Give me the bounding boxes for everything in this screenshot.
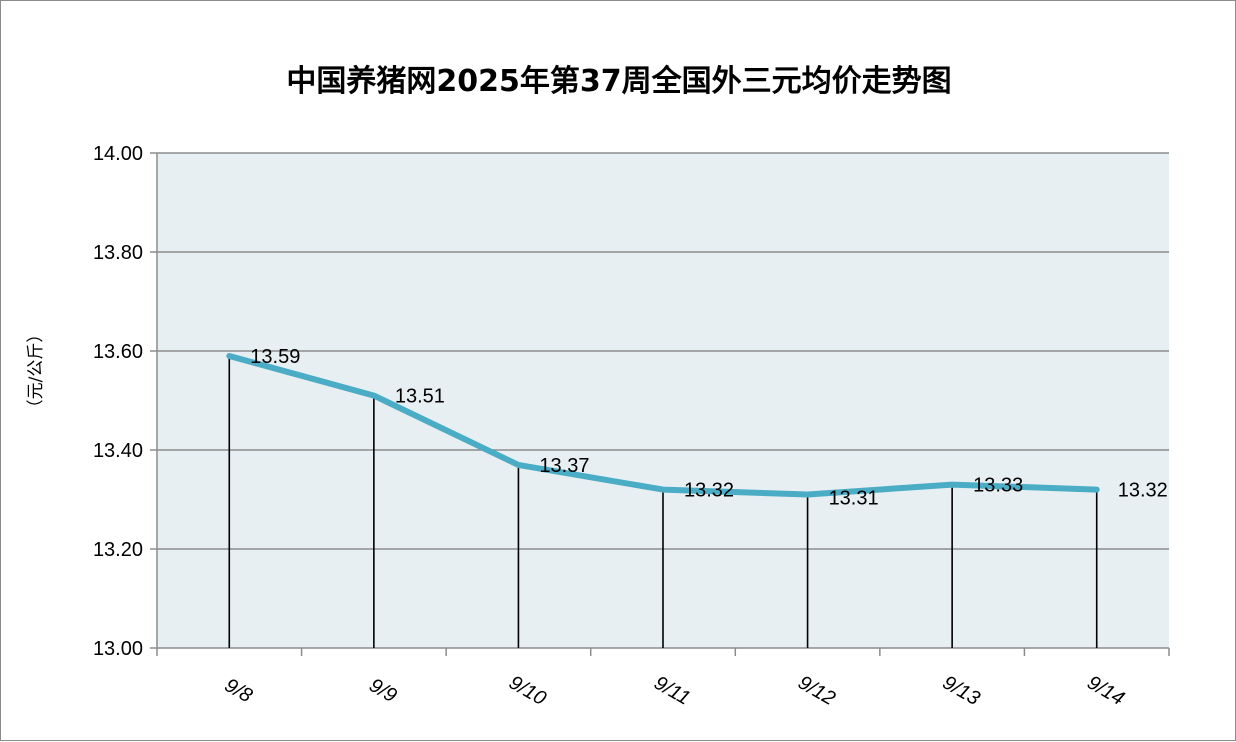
data-label: 13.51 xyxy=(395,386,445,408)
data-point xyxy=(226,353,232,359)
chart-title: 中国养猪网2025年第37周全国外三元均价走势图 xyxy=(286,64,951,99)
y-tick-label: 13.80 xyxy=(93,242,143,264)
x-tick-label: 9/10 xyxy=(505,672,550,711)
y-tick-label: 13.60 xyxy=(93,341,143,363)
x-tick-labels: 9/8 9/9 9/10 9/11 9/12 9/13 9/14 xyxy=(221,672,1128,711)
drop-lines xyxy=(228,355,1098,648)
data-label: 13.32 xyxy=(684,480,734,502)
data-label: 13.59 xyxy=(250,346,300,368)
series-layer xyxy=(226,353,1100,498)
data-label: 13.31 xyxy=(829,488,879,510)
gridlines xyxy=(157,152,1169,550)
data-label: 13.33 xyxy=(973,475,1023,497)
x-tick-label: 9/13 xyxy=(939,672,984,711)
data-point xyxy=(1094,487,1100,493)
x-tick-label: 9/9 xyxy=(365,674,400,707)
y-tick-label: 13.20 xyxy=(93,539,143,561)
data-point xyxy=(805,492,811,498)
y-tick-labels: 13.00 13.20 13.40 13.60 13.80 14.00 xyxy=(93,143,143,660)
data-point xyxy=(515,462,521,468)
y-tick-label: 13.40 xyxy=(93,440,143,462)
y-tick-label: 13.00 xyxy=(93,638,143,660)
x-tick-label: 9/11 xyxy=(650,672,693,710)
data-point xyxy=(949,482,955,488)
data-label: 13.37 xyxy=(539,455,589,477)
data-point xyxy=(371,393,377,399)
y-tick-label: 14.00 xyxy=(93,143,143,165)
x-tick-label: 9/14 xyxy=(1083,672,1128,711)
x-tick-label: 9/8 xyxy=(221,674,256,707)
data-labels: 13.59 13.51 13.37 13.32 13.31 13.33 13.32 xyxy=(250,346,1167,510)
data-point xyxy=(660,487,666,493)
y-axis-label: （元/公斤） xyxy=(26,326,46,417)
data-label: 13.32 xyxy=(1118,480,1168,502)
x-tick-label: 9/12 xyxy=(794,672,839,711)
